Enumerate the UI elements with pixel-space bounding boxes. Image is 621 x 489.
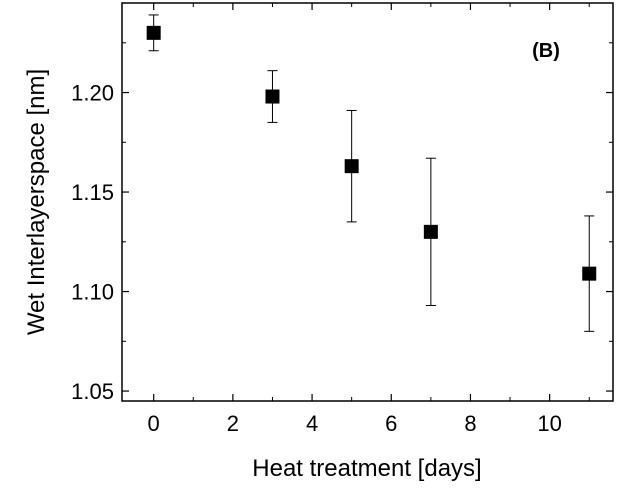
data-point (265, 89, 280, 104)
y-tick-label: 1.05 (71, 379, 114, 404)
x-tick-label: 10 (537, 411, 561, 436)
x-tick-label: 0 (148, 411, 160, 436)
panel-label: (B) (532, 40, 560, 62)
data-point (146, 25, 161, 40)
data-point (344, 159, 359, 174)
y-axis-title: Wet Interlayerspace [nm] (23, 69, 50, 335)
x-tick-label: 8 (464, 411, 476, 436)
x-tick-label: 2 (227, 411, 239, 436)
y-tick-label: 1.10 (71, 280, 114, 305)
error-bars (148, 14, 595, 332)
x-tick-label: 4 (306, 411, 318, 436)
x-tick-label: 6 (385, 411, 397, 436)
data-points (146, 25, 597, 281)
y-tick-label: 1.15 (71, 180, 114, 205)
data-point (582, 266, 597, 281)
y-tick-label: 1.20 (71, 81, 114, 106)
ticks: 0 2 4 6 8 10 1.05 1.10 1.15 1.20 (71, 3, 613, 436)
data-point (423, 224, 438, 239)
x-axis-title: Heat treatment [days] (252, 455, 481, 482)
plot-frame (121, 2, 614, 402)
